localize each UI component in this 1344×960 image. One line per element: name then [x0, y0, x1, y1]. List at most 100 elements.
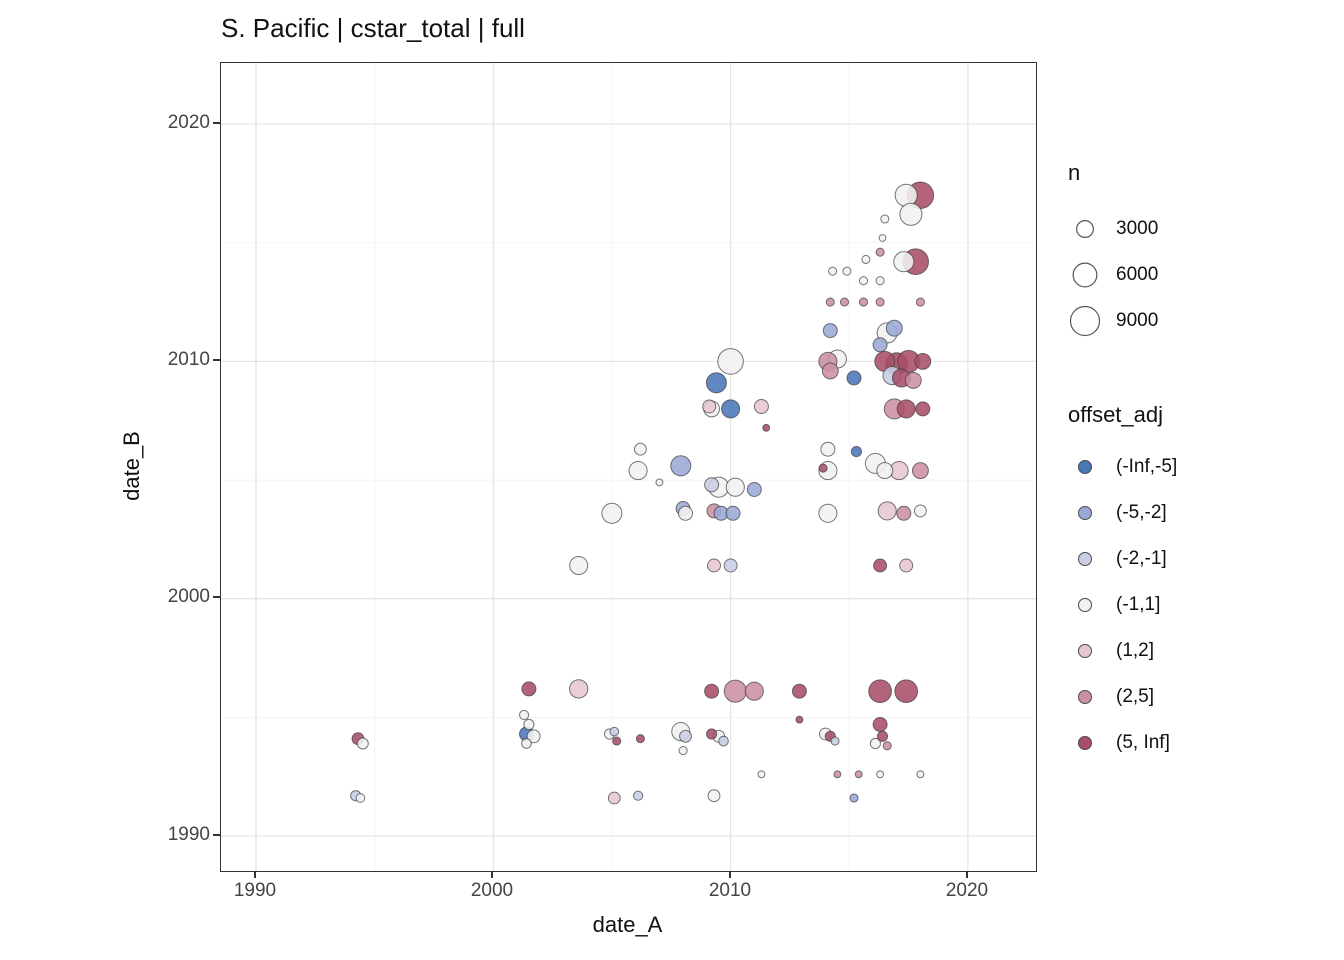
legend-size-label: 9000 [1116, 310, 1159, 331]
data-point [725, 505, 741, 521]
size-key-icon [1068, 304, 1102, 338]
legend-color-label: (-Inf,-5] [1116, 456, 1178, 477]
data-point [678, 746, 688, 756]
data-point [822, 323, 838, 339]
data-point [704, 683, 720, 699]
x-axis-title: date_A [592, 912, 663, 937]
y-tick-mark [213, 122, 220, 124]
data-point [915, 401, 931, 417]
data-point [523, 718, 535, 731]
data-point [791, 683, 807, 699]
legend-color-label: (1,2] [1116, 640, 1155, 661]
data-point [875, 297, 885, 307]
data-point [882, 741, 892, 751]
y-tick-label: 2000 [167, 586, 210, 607]
legend-color-label: (-1,1] [1116, 594, 1161, 615]
data-point [899, 202, 923, 226]
data-point [601, 502, 623, 524]
legend-color-item: (-2,-1] [1068, 536, 1177, 582]
data-point [526, 729, 541, 744]
legend-color-item: (-Inf,-5] [1068, 444, 1177, 490]
data-point [849, 793, 859, 803]
data-point [678, 505, 693, 521]
legend-color-label: (-2,-1] [1116, 548, 1167, 569]
data-point [633, 442, 647, 456]
legend-color-label: (2,5] [1116, 686, 1155, 707]
x-tick-label: 2010 [708, 880, 752, 901]
size-key-icon [1068, 212, 1102, 246]
data-point [753, 399, 769, 414]
data-point [633, 790, 644, 801]
data-point [894, 679, 919, 704]
color-swatch-icon [1068, 450, 1102, 484]
data-point [893, 251, 915, 273]
data-point [706, 728, 718, 740]
legend-color-item: (5, Inf] [1068, 720, 1177, 766]
x-tick-mark [491, 871, 493, 878]
data-point [913, 504, 927, 518]
data-point [820, 441, 836, 457]
x-tick-mark [254, 871, 256, 878]
legend-color-item: (-5,-2] [1068, 490, 1177, 536]
plot-title: S. Pacific | cstar_total | full [221, 13, 525, 43]
data-point [569, 679, 589, 699]
data-point [858, 297, 869, 307]
data-point [872, 717, 888, 732]
data-point [915, 297, 925, 307]
data-point [670, 455, 692, 477]
data-point [885, 319, 903, 337]
x-tick-label: 1990 [233, 880, 277, 901]
x-tick-label: 2020 [945, 880, 989, 901]
data-point [702, 399, 717, 414]
data-point [858, 276, 869, 286]
data-point [705, 372, 727, 394]
data-point [911, 462, 929, 480]
data-point [899, 558, 914, 573]
data-point [704, 477, 720, 493]
data-point [723, 679, 747, 703]
data-point [679, 729, 692, 743]
data-point [873, 558, 888, 573]
data-point [839, 297, 850, 307]
data-point [655, 478, 664, 487]
data-point [607, 791, 621, 805]
data-point [896, 505, 912, 521]
legend-color-title: offset_adj [1068, 402, 1164, 427]
y-tick-label: 1990 [167, 824, 210, 845]
data-point [821, 362, 839, 380]
legend-color-item: (-1,1] [1068, 582, 1177, 628]
color-swatch-icon [1068, 496, 1102, 530]
data-point [718, 735, 729, 747]
x-tick-mark [729, 871, 731, 878]
data-point [818, 503, 838, 523]
color-swatch-icon [1068, 542, 1102, 576]
data-point [825, 297, 835, 307]
legend-size-title: n [1068, 160, 1081, 185]
data-point [914, 352, 932, 370]
data-point [854, 770, 863, 779]
data-point [875, 276, 885, 286]
legend-color-label: (-5,-2] [1116, 502, 1167, 523]
legend-color-item: (2,5] [1068, 674, 1177, 720]
data-point [717, 348, 744, 375]
data-point [877, 501, 897, 521]
data-point [635, 734, 645, 744]
data-point [861, 254, 871, 264]
legend-size-item: 3000 [1068, 206, 1158, 252]
legend-size: n 3000 6000 9000 [1068, 158, 1158, 344]
data-point [569, 555, 589, 576]
legend-size-label: 3000 [1116, 218, 1159, 239]
data-point [355, 793, 366, 803]
data-point [721, 399, 741, 419]
data-point [628, 461, 648, 481]
y-tick-label: 2010 [167, 349, 210, 370]
data-point [869, 737, 881, 750]
data-point [876, 770, 885, 779]
data-point [521, 681, 537, 697]
data-point [818, 463, 828, 473]
plot-panel [220, 62, 1037, 872]
data-point [850, 446, 862, 458]
legend-color-label: (5, Inf] [1116, 732, 1170, 753]
data-point [725, 477, 745, 497]
